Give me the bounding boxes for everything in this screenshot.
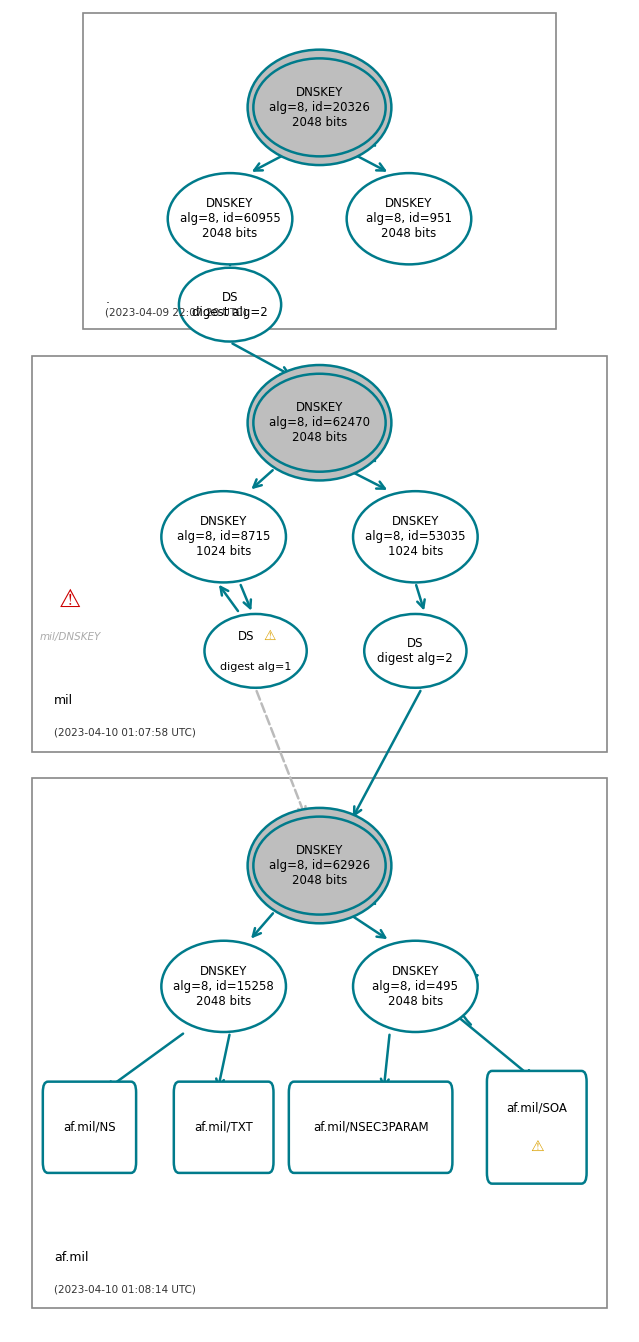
- Ellipse shape: [161, 491, 286, 582]
- Text: DS
digest alg=2: DS digest alg=2: [378, 637, 453, 664]
- Text: DNSKEY
alg=8, id=62926
2048 bits: DNSKEY alg=8, id=62926 2048 bits: [269, 844, 370, 887]
- Text: (2023-04-10 01:08:14 UTC): (2023-04-10 01:08:14 UTC): [54, 1284, 196, 1295]
- Text: af.mil/TXT: af.mil/TXT: [194, 1121, 253, 1134]
- Text: mil/DNSKEY: mil/DNSKEY: [40, 632, 101, 643]
- Ellipse shape: [248, 808, 391, 923]
- Text: .: .: [105, 293, 109, 306]
- FancyBboxPatch shape: [43, 1082, 136, 1173]
- Text: af.mil/SOA: af.mil/SOA: [506, 1102, 567, 1115]
- Bar: [32, 778, 607, 1308]
- Text: mil: mil: [54, 694, 73, 707]
- Ellipse shape: [204, 615, 307, 687]
- Text: af.mil/NS: af.mil/NS: [63, 1121, 116, 1134]
- Bar: [83, 13, 556, 329]
- Ellipse shape: [364, 615, 466, 687]
- Text: DNSKEY
alg=8, id=20326
2048 bits: DNSKEY alg=8, id=20326 2048 bits: [269, 86, 370, 129]
- Bar: [32, 356, 607, 752]
- Text: af.mil: af.mil: [54, 1251, 89, 1264]
- Ellipse shape: [248, 50, 391, 165]
- Text: (2023-04-10 01:07:58 UTC): (2023-04-10 01:07:58 UTC): [54, 727, 196, 738]
- Text: DNSKEY
alg=8, id=62470
2048 bits: DNSKEY alg=8, id=62470 2048 bits: [269, 401, 370, 444]
- Text: DNSKEY
alg=8, id=53035
1024 bits: DNSKEY alg=8, id=53035 1024 bits: [365, 515, 466, 558]
- Text: DNSKEY
alg=8, id=60955
2048 bits: DNSKEY alg=8, id=60955 2048 bits: [180, 197, 281, 240]
- Text: DNSKEY
alg=8, id=951
2048 bits: DNSKEY alg=8, id=951 2048 bits: [366, 197, 452, 240]
- Ellipse shape: [161, 941, 286, 1032]
- Text: (2023-04-09 22:07:20 UTC): (2023-04-09 22:07:20 UTC): [105, 307, 247, 318]
- Ellipse shape: [353, 941, 478, 1032]
- Ellipse shape: [353, 491, 478, 582]
- FancyBboxPatch shape: [487, 1071, 587, 1184]
- Text: DNSKEY
alg=8, id=8715
1024 bits: DNSKEY alg=8, id=8715 1024 bits: [177, 515, 270, 558]
- Text: DNSKEY
alg=8, id=15258
2048 bits: DNSKEY alg=8, id=15258 2048 bits: [173, 965, 274, 1008]
- Text: af.mil/NSEC3PARAM: af.mil/NSEC3PARAM: [313, 1121, 428, 1134]
- Text: ⚠: ⚠: [530, 1138, 544, 1154]
- Text: ⚠: ⚠: [263, 629, 276, 643]
- Ellipse shape: [248, 365, 391, 480]
- FancyBboxPatch shape: [174, 1082, 273, 1173]
- Text: DNSKEY
alg=8, id=495
2048 bits: DNSKEY alg=8, id=495 2048 bits: [373, 965, 458, 1008]
- Text: DS
digest alg=2: DS digest alg=2: [192, 291, 268, 318]
- Text: digest alg=1: digest alg=1: [220, 662, 291, 672]
- Ellipse shape: [167, 173, 292, 264]
- Ellipse shape: [179, 268, 281, 341]
- Text: ⚠: ⚠: [59, 588, 82, 612]
- FancyBboxPatch shape: [289, 1082, 452, 1173]
- Ellipse shape: [347, 173, 472, 264]
- Text: DS: DS: [238, 629, 254, 643]
